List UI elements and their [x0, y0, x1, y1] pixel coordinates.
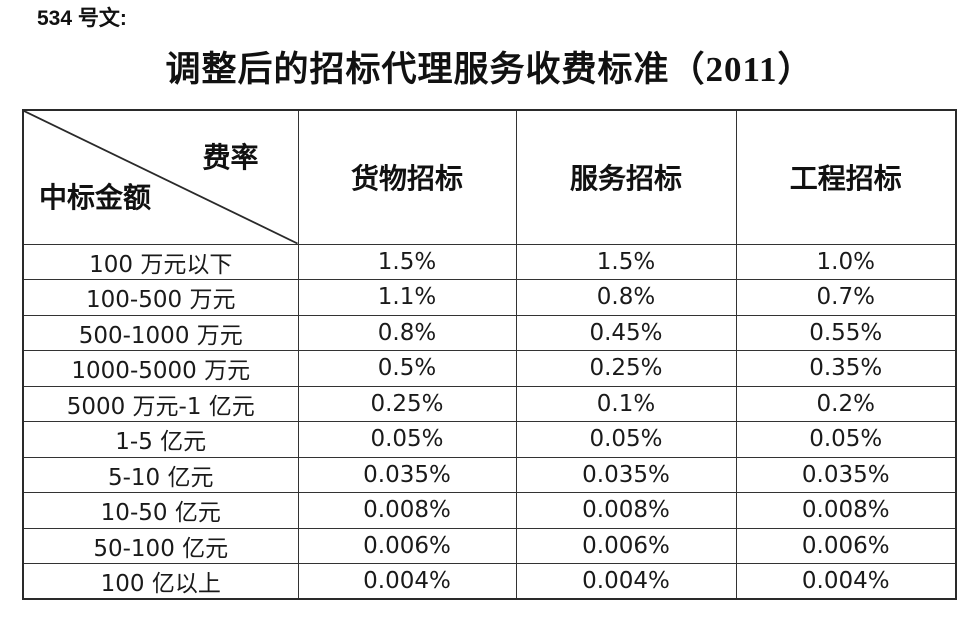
row-label: 5000 万元-1 亿元: [22, 385, 299, 422]
rate-cell: 0.006%: [297, 527, 517, 564]
rate-cell: 0.5%: [297, 350, 517, 387]
rate-cell: 0.55%: [735, 314, 957, 351]
column-header-goods-bidding: 货物招标: [297, 109, 517, 245]
rate-cell: 0.006%: [735, 527, 957, 564]
row-label: 50-100 亿元: [22, 527, 299, 564]
rate-cell: 0.7%: [735, 279, 957, 316]
rate-cell: 0.05%: [735, 421, 957, 458]
table-row: 100-500 万元 1.1% 0.8% 0.7%: [22, 279, 957, 316]
row-label: 100 万元以下: [22, 243, 299, 280]
row-label: 10-50 亿元: [22, 492, 299, 529]
row-label: 100-500 万元: [22, 279, 299, 316]
table-row: 500-1000 万元 0.8% 0.45% 0.55%: [22, 314, 957, 351]
corner-header-cell: 费率 中标金额: [22, 109, 299, 245]
rate-cell: 0.035%: [297, 456, 517, 493]
fee-rate-table: 费率 中标金额 货物招标 服务招标 工程招标 100 万元以下 1.5% 1.5…: [22, 109, 957, 600]
rate-cell: 0.8%: [515, 279, 737, 316]
rate-cell: 0.1%: [515, 385, 737, 422]
rate-cell: 0.035%: [735, 456, 957, 493]
table-row: 1-5 亿元 0.05% 0.05% 0.05%: [22, 421, 957, 458]
table-row: 5000 万元-1 亿元 0.25% 0.1% 0.2%: [22, 385, 957, 422]
page-title: 调整后的招标代理服务收费标准（2011）: [165, 50, 814, 89]
rate-cell: 0.008%: [297, 492, 517, 529]
rate-cell: 0.004%: [297, 563, 517, 600]
rate-cell: 0.05%: [515, 421, 737, 458]
corner-label-rate: 费率: [202, 143, 259, 174]
rate-cell: 0.2%: [735, 385, 957, 422]
rate-cell: 1.1%: [297, 279, 517, 316]
diagonal-divider: [24, 111, 298, 244]
rate-cell: 0.45%: [515, 314, 737, 351]
row-label: 1000-5000 万元: [22, 350, 299, 387]
table-row: 100 亿以上 0.004% 0.004% 0.004%: [22, 563, 957, 600]
column-header-service-bidding: 服务招标: [515, 109, 737, 245]
rate-cell: 0.004%: [735, 563, 957, 600]
rate-cell: 0.35%: [735, 350, 957, 387]
column-header-engineering-bidding: 工程招标: [735, 109, 957, 245]
corner-label-amount: 中标金额: [39, 182, 152, 214]
table-row: 100 万元以下 1.5% 1.5% 1.0%: [22, 243, 957, 280]
row-label: 1-5 亿元: [22, 421, 299, 458]
rate-cell: 0.25%: [515, 350, 737, 387]
rate-cell: 1.5%: [515, 243, 737, 280]
row-label: 100 亿以上: [22, 563, 299, 600]
rate-cell: 1.0%: [735, 243, 957, 280]
table-header-row: 费率 中标金额 货物招标 服务招标 工程招标: [22, 109, 957, 245]
table-row: 50-100 亿元 0.006% 0.006% 0.006%: [22, 527, 957, 564]
rate-cell: 0.035%: [515, 456, 737, 493]
rate-cell: 0.008%: [515, 492, 737, 529]
table-row: 1000-5000 万元 0.5% 0.25% 0.35%: [22, 350, 957, 387]
doc-number: 534 号文:: [37, 7, 127, 30]
table-row: 5-10 亿元 0.035% 0.035% 0.035%: [22, 456, 957, 493]
rate-cell: 0.05%: [297, 421, 517, 458]
rate-cell: 0.004%: [515, 563, 737, 600]
rate-cell: 0.008%: [735, 492, 957, 529]
row-label: 5-10 亿元: [22, 456, 299, 493]
row-label: 500-1000 万元: [22, 314, 299, 351]
rate-cell: 1.5%: [297, 243, 517, 280]
rate-cell: 0.006%: [515, 527, 737, 564]
table-row: 10-50 亿元 0.008% 0.008% 0.008%: [22, 492, 957, 529]
rate-cell: 0.25%: [297, 385, 517, 422]
rate-cell: 0.8%: [297, 314, 517, 351]
